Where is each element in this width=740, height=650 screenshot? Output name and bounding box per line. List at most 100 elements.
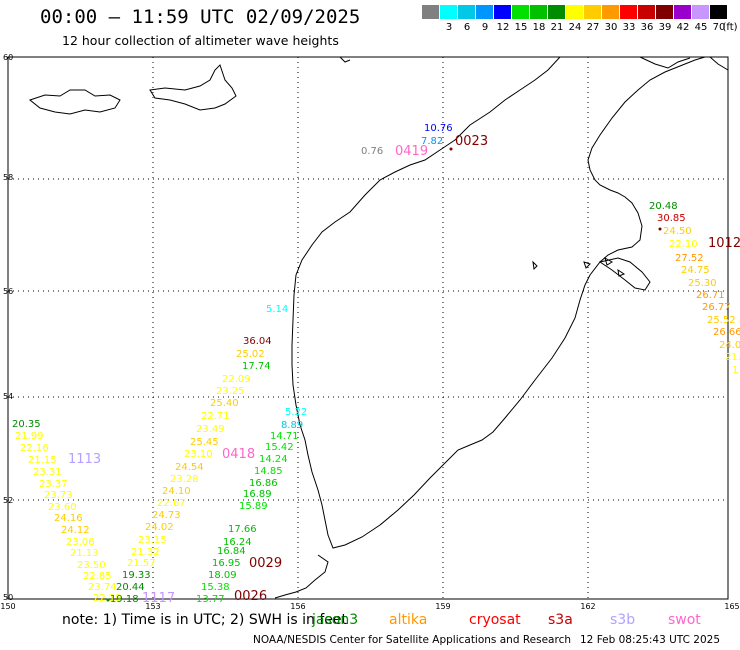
wave-height-label: 16.84	[217, 546, 246, 557]
wave-height-label: 23.74	[88, 582, 117, 593]
track-point	[106, 598, 110, 602]
wave-height-label: 23.50	[77, 560, 106, 571]
wave-height-label: 23.25	[216, 386, 245, 397]
wave-height-label: 22.16	[20, 443, 49, 454]
wave-height-label: 24.54	[175, 462, 204, 473]
timestamp: 12 Feb 08:25:43 UTC 2025	[580, 634, 720, 646]
legend-s3b: s3b	[610, 612, 636, 628]
wave-height-label: 22.67	[157, 498, 186, 509]
wave-height-label: 20.35	[12, 419, 41, 430]
scale-label: 42	[676, 22, 690, 33]
scale-label: 3	[445, 22, 453, 33]
satellite-legend: jason3 altika cryosat s3a s3b swot	[0, 612, 740, 632]
lat-label: 52	[3, 496, 13, 505]
scale-swatch	[458, 5, 475, 19]
lon-labels: 150 153 156 159 162 165	[0, 602, 739, 611]
wave-height-label: 16.24	[223, 537, 252, 548]
scale-label: 27	[586, 22, 600, 33]
wave-height-label: 24.73	[152, 510, 181, 521]
wave-height-label: 21.32	[131, 547, 160, 558]
scale-swatch	[692, 5, 709, 19]
wave-height-label: 0.76	[361, 146, 383, 157]
scale-label: 39	[658, 22, 672, 33]
legend-swot: swot	[668, 612, 701, 628]
wave-height-label: 23.15	[138, 535, 167, 546]
wave-height-label: 21.99	[15, 431, 44, 442]
scale-swatch	[422, 5, 439, 19]
scale-swatch	[674, 5, 691, 19]
wave-height-label: 23.60	[48, 502, 77, 513]
lat-label: 58	[3, 173, 13, 182]
pass-time-label: 1117	[142, 591, 175, 606]
pass-time-label: 0419	[395, 144, 428, 159]
coastline	[28, 56, 729, 599]
wave-height-label: 23.73	[44, 490, 73, 501]
scale-label: 9	[481, 22, 489, 33]
wave-height-label: 22.71	[201, 411, 230, 422]
wave-height-label: 24.75	[681, 265, 710, 276]
wave-height-label: 24.50	[663, 226, 692, 237]
wave-height-label: 21.57	[127, 558, 156, 569]
wave-height-label: 21.13	[70, 548, 99, 559]
wave-height-label: 15.89	[239, 501, 268, 512]
scale-swatch	[602, 5, 619, 19]
pass-time-label: 0418	[222, 447, 255, 462]
wave-height-label: 23.10	[184, 449, 213, 460]
wave-height-label: 23.28	[170, 474, 199, 485]
wave-height-label: 25.40	[210, 398, 239, 409]
wave-height-label: 16.86	[249, 478, 278, 489]
wave-height-label: 22.09	[222, 374, 251, 385]
scale-swatch	[566, 5, 583, 19]
map-frame	[7, 56, 729, 600]
wave-height-label: 15.38	[201, 582, 230, 593]
legend-altika: altika	[389, 612, 428, 628]
wave-height-label: 20.48	[649, 201, 678, 212]
scale-label: 12	[496, 22, 510, 33]
wave-height-label: 20.44	[116, 582, 145, 593]
scale-label: 15	[514, 22, 528, 33]
pass-time-label: 0023	[455, 134, 488, 149]
scale-swatch	[710, 5, 727, 19]
scale-swatch	[548, 5, 565, 19]
graticule	[8, 57, 728, 599]
lon-label: 165	[724, 602, 739, 611]
lon-label: 162	[580, 602, 595, 611]
scale-label: 70	[712, 22, 726, 33]
wave-height-label: 36.04	[243, 336, 272, 347]
scale-swatch	[476, 5, 493, 19]
scale-label: 33	[622, 22, 636, 33]
track-markers	[106, 147, 662, 602]
wave-height-label: 19.33	[122, 570, 151, 581]
wave-height-label: 25.30	[688, 278, 717, 289]
wave-height-label: 26.66	[713, 327, 740, 338]
wave-height-label: 30.85	[657, 213, 686, 224]
wave-height-label: 15.42	[265, 442, 294, 453]
wave-height-label: 25.02	[236, 349, 265, 360]
scale-swatch	[440, 5, 457, 19]
legend-cryosat: cryosat	[469, 612, 521, 628]
wave-height-label: 22.19	[93, 593, 122, 604]
wave-height-label: 23.49	[196, 424, 225, 435]
wave-height-label: 23.06	[66, 537, 95, 548]
lat-labels: 60 58 56 54 52 50	[3, 53, 13, 602]
wave-height-label: 24.10	[162, 486, 191, 497]
scale-label: 30	[604, 22, 618, 33]
scale-swatch	[620, 5, 637, 19]
wave-height-label: 27.52	[675, 253, 704, 264]
wave-height-label: 21.	[725, 352, 740, 363]
wave-height-label: 7.82	[421, 136, 443, 147]
scale-swatch	[512, 5, 529, 19]
wave-height-label: 26.77	[702, 302, 731, 313]
lon-label: 150	[0, 602, 15, 611]
lat-label: 56	[3, 287, 13, 296]
page-title: 00:00 – 11:59 UTC 02/09/2025	[40, 6, 361, 28]
wave-height-label: 18.09	[208, 570, 237, 581]
scale-label: 45	[694, 22, 708, 33]
wave-height-label: 16.89	[243, 489, 272, 500]
wave-height-label: 24.02	[145, 522, 174, 533]
wave-height-label: 24.0	[719, 340, 740, 351]
pass-time-label: 0029	[249, 556, 282, 571]
wave-height-label: 10.76	[424, 123, 453, 134]
scale-swatch	[584, 5, 601, 19]
